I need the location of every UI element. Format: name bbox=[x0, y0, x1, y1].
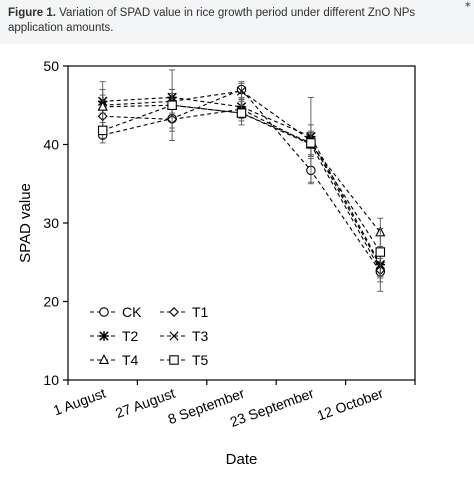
data-point bbox=[375, 247, 386, 257]
y-tick-label: 20 bbox=[43, 294, 59, 310]
legend-label: T1 bbox=[192, 304, 209, 320]
legend-item-t2: T2 bbox=[90, 328, 139, 344]
y-axis-label: SPAD value bbox=[17, 183, 34, 263]
legend-label: CK bbox=[122, 304, 142, 320]
y-tick-label: 40 bbox=[43, 137, 59, 153]
legend-label: T5 bbox=[192, 352, 209, 368]
legend-item-t4: T4 bbox=[90, 352, 139, 368]
series-line bbox=[102, 104, 381, 253]
y-tick-label: 50 bbox=[43, 58, 59, 74]
legend: CK T1 T2 T3 T4 T5 bbox=[90, 304, 209, 368]
caption-text: Variation of SPAD value in rice growth p… bbox=[8, 7, 416, 34]
legend-label: T3 bbox=[192, 328, 209, 344]
series-line bbox=[102, 88, 381, 272]
data-point bbox=[169, 331, 179, 341]
legend-label: T2 bbox=[122, 328, 139, 344]
legend-label: T4 bbox=[122, 352, 139, 368]
data-point bbox=[169, 307, 179, 317]
series-lines bbox=[97, 69, 386, 292]
legend-item-t1: T1 bbox=[160, 304, 209, 320]
data-point bbox=[99, 307, 109, 317]
data-point bbox=[236, 86, 247, 96]
data-point bbox=[306, 138, 316, 148]
series-line bbox=[102, 108, 381, 271]
caption-label: Figure 1. bbox=[8, 7, 56, 19]
figure-caption: Figure 1. Variation of SPAD value in ric… bbox=[8, 6, 458, 36]
y-tick-label: 10 bbox=[43, 372, 59, 388]
data-point bbox=[99, 331, 109, 341]
y-tick-label: 30 bbox=[43, 215, 59, 231]
data-point bbox=[169, 355, 179, 365]
series-line bbox=[102, 104, 381, 233]
x-axis-label: Date bbox=[226, 451, 258, 468]
data-point bbox=[97, 100, 108, 111]
x-tick-label: 12 October bbox=[315, 385, 386, 424]
legend-item-ck: CK bbox=[90, 304, 142, 320]
series-t5 bbox=[97, 69, 386, 277]
x-tick-label: 1 August bbox=[51, 385, 108, 419]
data-point bbox=[98, 354, 110, 364]
legend-item-t5: T5 bbox=[160, 352, 209, 368]
data-point bbox=[97, 125, 108, 136]
chart-panel: 10 20 30 40 50 1 August 27 August 8 September 23… bbox=[0, 44, 474, 478]
star-icon: ✶ bbox=[463, 0, 472, 11]
data-point bbox=[236, 108, 247, 118]
data-point bbox=[167, 100, 177, 110]
legend-item-t3: T3 bbox=[160, 328, 209, 344]
